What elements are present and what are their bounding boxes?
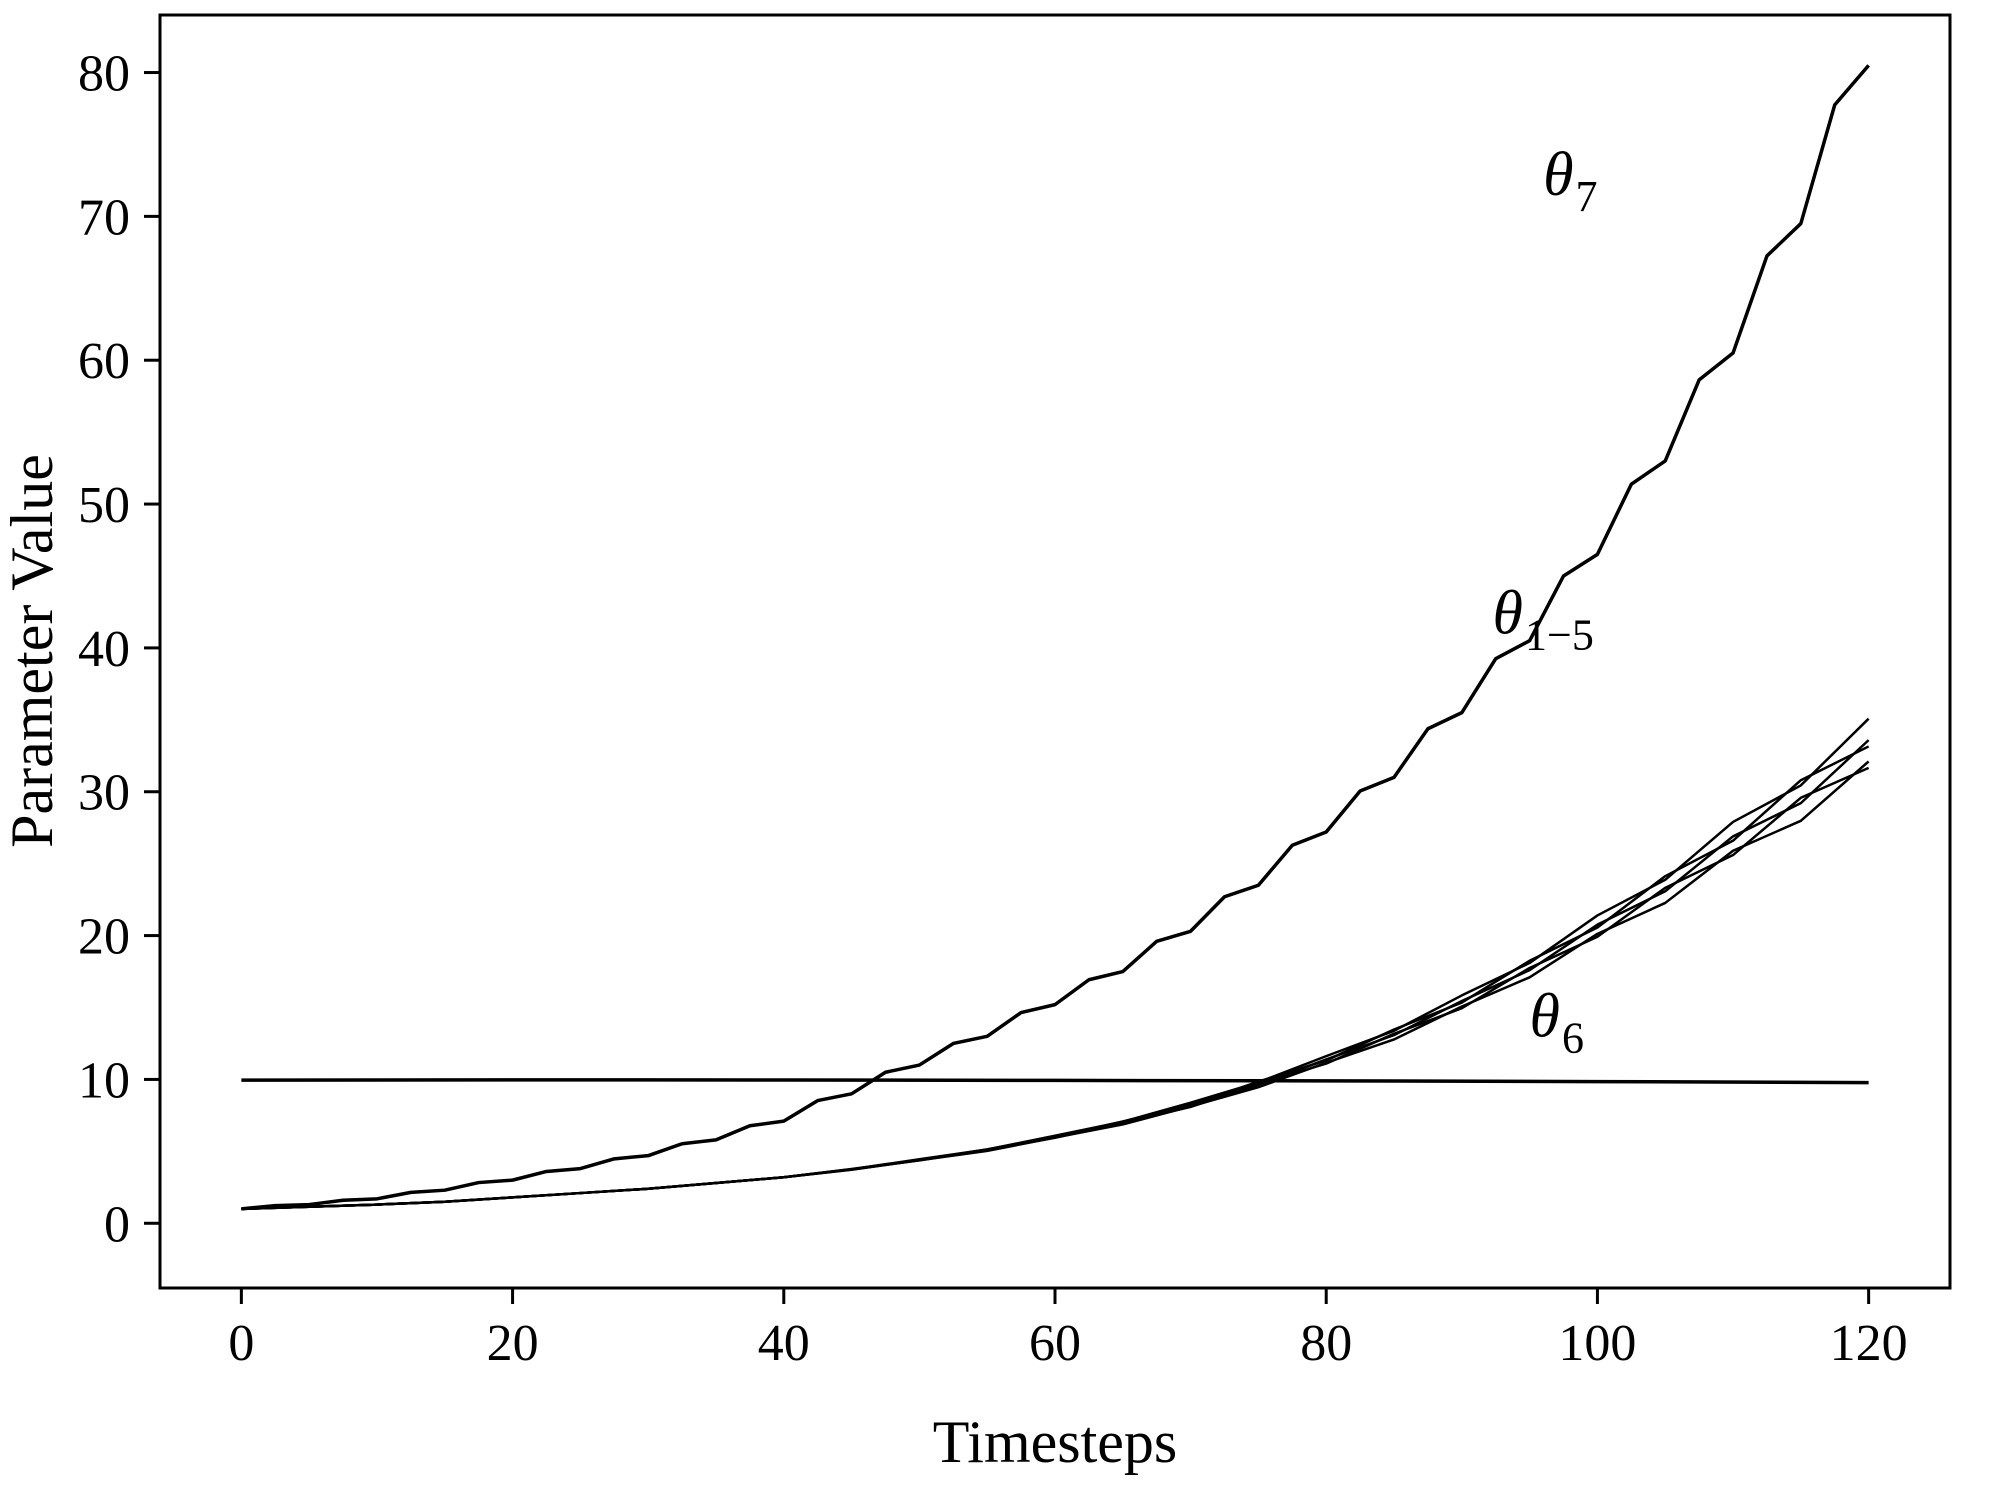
series-theta_7 bbox=[241, 64, 1870, 1211]
y-tick-label: 40 bbox=[78, 621, 130, 678]
series-theta_4 bbox=[241, 745, 1870, 1211]
theta-symbol: θ bbox=[1530, 982, 1560, 1050]
x-tick-label: 60 bbox=[1029, 1315, 1081, 1372]
series-theta_2 bbox=[241, 766, 1870, 1211]
x-axis-label: Timesteps bbox=[933, 1409, 1178, 1475]
y-tick-label: 80 bbox=[78, 46, 130, 103]
y-tick-label: 30 bbox=[78, 765, 130, 822]
axes-frame bbox=[158, 13, 1952, 1290]
y-axis-label: Parameter Value bbox=[0, 454, 65, 848]
x-tick-label: 0 bbox=[228, 1315, 254, 1372]
theta-symbol: θ bbox=[1543, 141, 1573, 209]
theta-7-label: θ7 bbox=[1543, 141, 1597, 221]
x-tick-label: 20 bbox=[487, 1315, 539, 1372]
theta-subscript: 6 bbox=[1562, 1013, 1584, 1062]
y-tick-label: 10 bbox=[78, 1052, 130, 1109]
y-tick-label: 20 bbox=[78, 909, 130, 966]
series-theta_1 bbox=[241, 760, 1870, 1211]
y-tick-label: 70 bbox=[78, 189, 130, 246]
y-tick-label: 0 bbox=[104, 1196, 130, 1253]
x-tick-label: 40 bbox=[758, 1315, 810, 1372]
x-tick-label: 80 bbox=[1300, 1315, 1352, 1372]
theta-symbol: θ bbox=[1493, 580, 1523, 648]
theta-6-label: θ6 bbox=[1530, 982, 1584, 1062]
y-tick-label: 50 bbox=[78, 477, 130, 534]
series-theta_5 bbox=[241, 717, 1870, 1211]
series-theta_6 bbox=[241, 1078, 1869, 1085]
x-tick-label: 120 bbox=[1830, 1315, 1908, 1372]
theta-1-5-label: θ1−5 bbox=[1493, 580, 1594, 660]
theta-subscript: 1−5 bbox=[1525, 611, 1594, 660]
theta-subscript: 7 bbox=[1576, 172, 1598, 221]
x-tick-label: 100 bbox=[1558, 1315, 1636, 1372]
y-tick-label: 60 bbox=[78, 333, 130, 390]
